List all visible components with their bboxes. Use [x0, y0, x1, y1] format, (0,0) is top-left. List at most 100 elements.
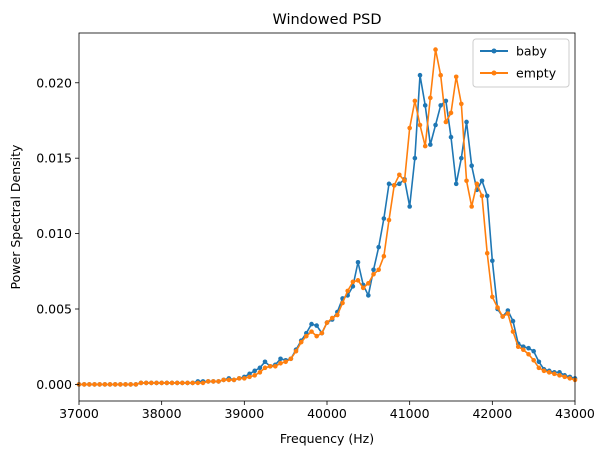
data-point-empty — [350, 279, 356, 285]
data-point-baby — [314, 323, 319, 328]
data-point-empty — [366, 281, 371, 286]
data-point-empty — [335, 312, 340, 318]
data-point-empty — [226, 377, 232, 383]
data-point-empty — [247, 374, 252, 380]
data-point-empty — [164, 380, 170, 386]
data-point-empty — [397, 172, 402, 178]
data-point-empty — [340, 300, 345, 306]
data-point-empty — [459, 101, 464, 107]
plot-frame — [78, 32, 576, 402]
y-axis-label: Power Spectral Density — [8, 144, 23, 289]
data-point-empty — [87, 382, 92, 387]
data-point-empty — [205, 379, 211, 384]
data-point-empty — [159, 380, 164, 386]
data-point-empty — [190, 380, 195, 386]
x-tick-label: 41000 — [390, 406, 430, 421]
data-point-empty — [138, 380, 144, 386]
data-point-empty — [174, 380, 180, 386]
data-point-baby — [479, 178, 485, 184]
data-point-empty — [500, 314, 505, 319]
data-point-empty — [298, 339, 304, 345]
series-layer — [76, 47, 578, 387]
plot-area — [79, 33, 575, 401]
data-point-baby — [252, 368, 257, 374]
data-point-empty — [443, 119, 449, 125]
data-point-empty — [510, 329, 516, 334]
data-point-empty — [422, 143, 428, 149]
data-point-empty — [474, 181, 480, 187]
data-point-empty — [112, 382, 118, 387]
x-tick-label: 37000 — [59, 406, 99, 421]
x-tick-label: 39000 — [224, 406, 264, 421]
data-point-empty — [433, 47, 438, 52]
legend-label-empty: empty — [516, 66, 557, 81]
data-point-baby — [371, 267, 376, 273]
data-point-empty — [355, 278, 361, 283]
data-point-baby — [376, 244, 381, 250]
data-point-empty — [567, 376, 573, 381]
data-point-empty — [541, 368, 547, 374]
data-point-empty — [495, 305, 500, 310]
data-point-baby — [536, 359, 542, 365]
data-point-baby — [428, 142, 433, 147]
data-point-empty — [345, 288, 350, 294]
data-point-empty — [438, 72, 443, 78]
x-tick-label: 40000 — [307, 406, 347, 421]
data-point-baby — [448, 134, 454, 140]
data-point-baby — [407, 204, 412, 209]
data-point-empty — [221, 377, 226, 383]
data-point-empty — [252, 373, 257, 378]
data-point-baby — [422, 103, 428, 108]
data-point-empty — [293, 348, 299, 354]
data-point-empty — [428, 95, 433, 101]
data-point-empty — [407, 125, 412, 131]
data-point-empty — [453, 74, 459, 80]
data-point-empty — [490, 294, 495, 300]
data-point-baby — [531, 348, 536, 354]
data-point-empty — [505, 311, 511, 316]
data-point-empty — [92, 382, 97, 387]
y-tick-label: 0.015 — [36, 151, 72, 166]
data-point-empty — [118, 382, 123, 387]
data-point-empty — [304, 333, 309, 339]
data-point-empty — [123, 382, 128, 387]
data-point-baby — [443, 98, 449, 104]
data-point-empty — [267, 364, 273, 369]
data-point-empty — [386, 217, 392, 223]
data-point-baby — [309, 321, 314, 327]
data-point-baby — [484, 193, 490, 199]
data-point-baby — [412, 155, 418, 161]
y-tick-label: 0.005 — [36, 302, 72, 317]
y-tick-label: 0.020 — [36, 75, 72, 90]
x-tick-label: 42000 — [472, 406, 512, 421]
data-point-empty — [515, 344, 521, 350]
data-point-baby — [438, 103, 443, 108]
data-point-empty — [242, 376, 247, 381]
y-tick-label: 0.010 — [36, 226, 72, 241]
data-point-empty — [211, 379, 216, 384]
data-point-baby — [459, 155, 464, 161]
data-point-empty — [479, 193, 485, 199]
data-point-empty — [360, 285, 366, 291]
data-point-empty — [273, 364, 278, 369]
data-point-empty — [546, 370, 552, 375]
data-point-empty — [484, 250, 490, 256]
legend-marker-baby — [491, 48, 497, 54]
data-point-baby — [381, 216, 387, 221]
data-point-empty — [319, 330, 325, 336]
data-point-empty — [283, 359, 288, 365]
data-point-empty — [180, 380, 185, 386]
data-point-baby — [453, 181, 459, 187]
data-point-empty — [391, 183, 397, 188]
data-point-empty — [216, 379, 221, 384]
data-point-empty — [469, 204, 474, 209]
tick-layer: 37000 38000 39000 40000 41000 42000 43000 0.000… — [36, 75, 595, 421]
data-point-empty — [526, 351, 531, 357]
data-point-empty — [278, 361, 283, 366]
data-point-baby — [417, 72, 423, 78]
data-point-empty — [200, 380, 206, 386]
data-point-empty — [531, 357, 536, 363]
x-tick-label: 43000 — [555, 406, 595, 421]
data-point-empty — [562, 374, 567, 380]
